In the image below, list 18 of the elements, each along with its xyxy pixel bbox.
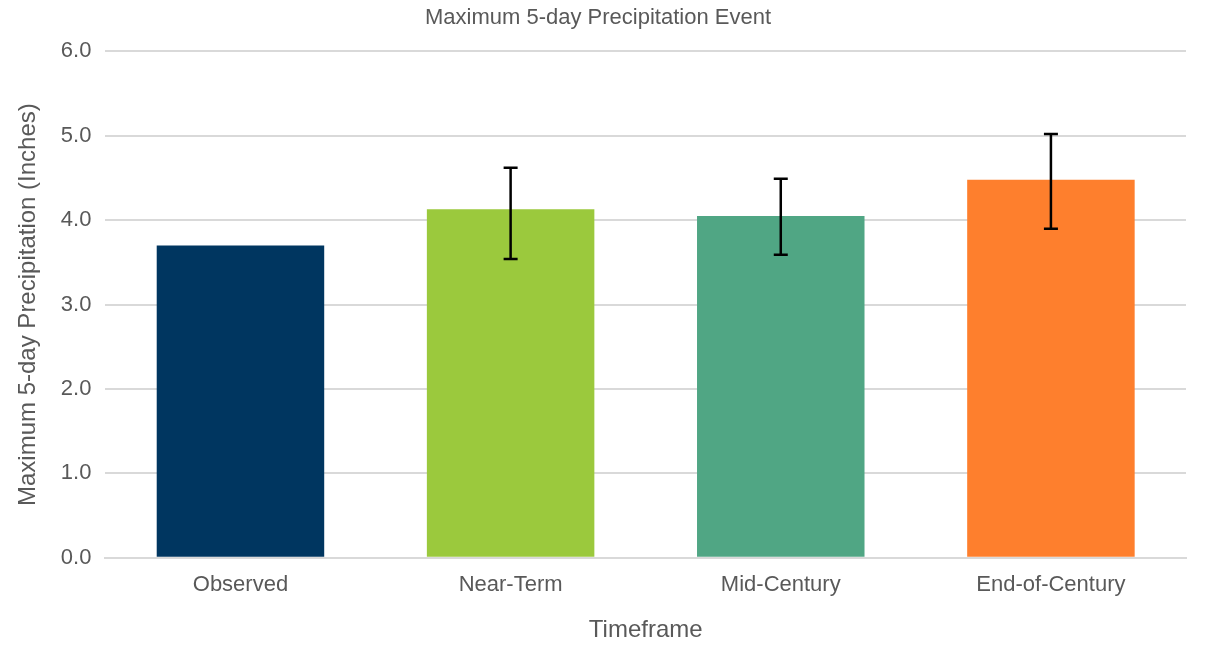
x-tick-label: Mid-Century [720,571,841,597]
bar [426,209,595,557]
chart-title: Maximum 5-day Precipitation Event [424,4,772,30]
y-tick-label: 2.0 [60,375,92,401]
bar [156,245,325,557]
x-axis-title: Timeframe [588,615,703,643]
y-tick-label: 4.0 [60,206,92,232]
y-tick-label: 5.0 [60,121,92,147]
x-tick-label: Observed [192,571,289,597]
y-tick-label: 1.0 [60,459,92,485]
y-axis-title: Maximum 5-day Precipitation (Inches) [13,103,41,507]
x-tick-label: End-of-Century [976,571,1126,597]
y-tick-label: 3.0 [60,290,92,316]
bar [967,179,1135,557]
y-tick-label: 0.0 [60,543,92,569]
bar [697,215,865,557]
x-tick-label: Near-Term [458,571,563,597]
y-tick-label: 6.0 [60,37,92,63]
